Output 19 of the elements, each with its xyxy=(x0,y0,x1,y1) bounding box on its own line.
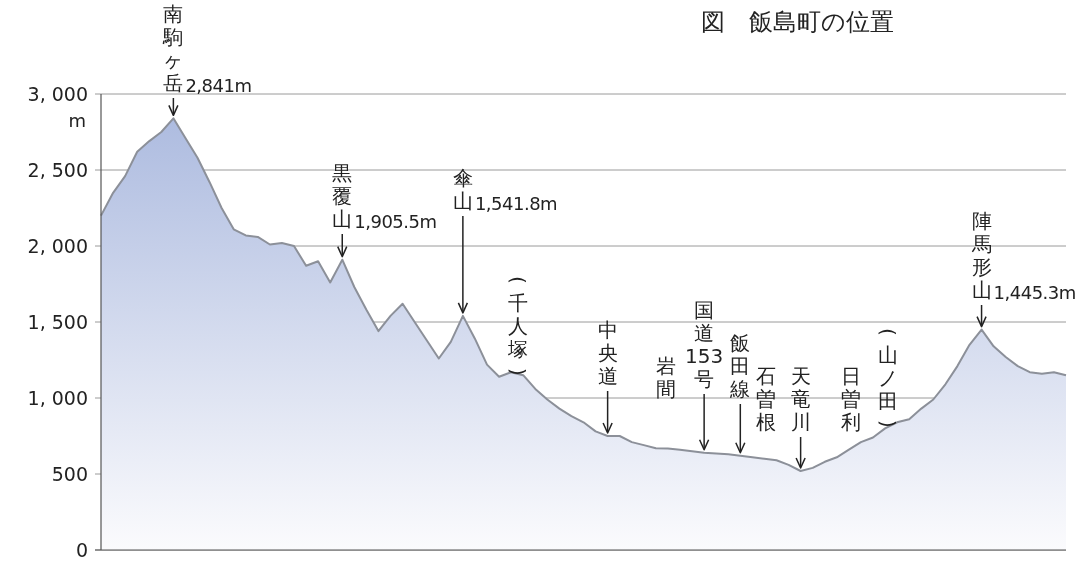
annotation: 中央道 xyxy=(597,318,618,388)
annotation: 2,841m xyxy=(185,74,252,96)
annotation: 陣馬形山 xyxy=(971,209,992,302)
annotation: 国道153号 xyxy=(685,298,724,391)
title: 図 飯島町の位置 xyxy=(700,8,894,36)
annotation: 飯田線 xyxy=(730,331,751,401)
annotation: 傘山 xyxy=(452,166,473,213)
annotation: 1,541.8m xyxy=(474,192,558,214)
ylabel: m xyxy=(68,109,86,131)
annotation: 日曽利 xyxy=(841,364,861,434)
annotation: 1,445.3m xyxy=(993,281,1076,303)
annotation: 石曽根 xyxy=(756,364,776,434)
annotation: 天竜川 xyxy=(790,364,811,434)
annotation: 岩間 xyxy=(656,354,676,401)
annotation: 黒覆山 xyxy=(332,161,353,231)
annotation: (山ノ田) xyxy=(876,328,900,428)
annotation: (千人塚) xyxy=(506,276,530,376)
annotation: 1,905.5m xyxy=(354,210,437,232)
annotation: 南駒ヶ岳 xyxy=(163,2,184,95)
